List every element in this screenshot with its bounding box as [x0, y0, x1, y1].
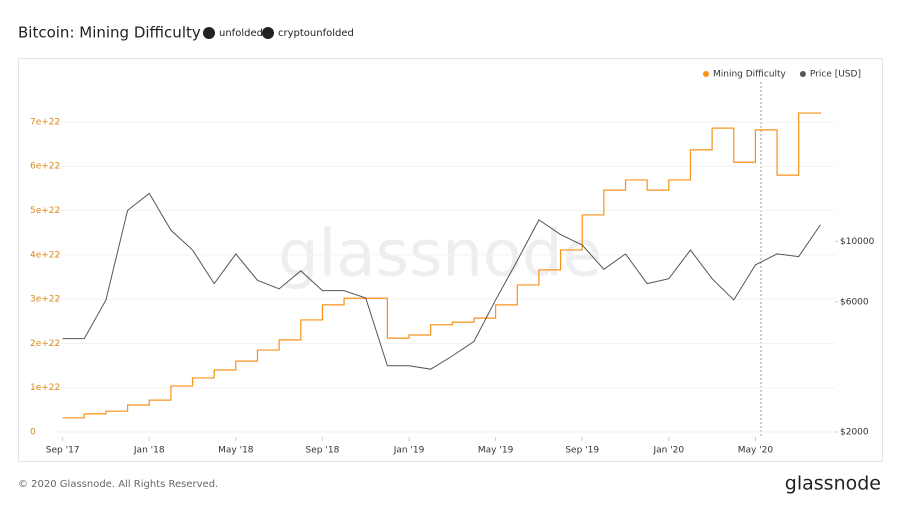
y-tick-label: 7e+22	[30, 117, 60, 127]
social: cryptounfolded	[278, 28, 354, 39]
series-line	[62, 192, 821, 370]
legend-dot	[799, 71, 806, 77]
y-tick-label: 4e+22	[30, 250, 60, 260]
title: Bitcoin: Mining Difficulty	[18, 24, 201, 42]
legend-dot	[703, 71, 709, 77]
y-tick-label: 1e+22	[30, 383, 60, 393]
y-tick-label: 6e+22	[30, 162, 60, 172]
x-tick-label: May '20	[738, 446, 774, 456]
x-tick-label: May '18	[218, 446, 254, 456]
x-tick-label: Jan '18	[133, 446, 165, 456]
legend-label: Mining Difficulty	[713, 70, 787, 80]
x-tick-label: Jan '19	[393, 446, 425, 456]
x-tick-label: May '19	[478, 446, 514, 456]
x-tick-label: Sep '18	[306, 446, 340, 456]
y2-tick-label: $10000	[840, 237, 875, 247]
x-tick-label: Sep '19	[565, 446, 599, 456]
legend-label: Price [USD]	[810, 70, 861, 80]
series-line	[62, 112, 821, 419]
social: unfolded	[219, 28, 263, 39]
telegram-icon	[203, 27, 215, 39]
y2-tick-label: $2000	[840, 428, 869, 438]
frame	[18, 58, 883, 462]
x-tick-label: Jan '20	[652, 446, 684, 456]
y-tick-label: 2e+22	[30, 339, 60, 349]
twitter-icon	[262, 27, 274, 39]
y-tick-label: 5e+22	[30, 206, 60, 216]
copyright: © 2020 Glassnode. All Rights Reserved.	[18, 479, 218, 490]
x-tick-label: Sep '17	[46, 446, 80, 456]
brand: glassnode	[785, 473, 881, 495]
y2-tick-label: $6000	[840, 297, 869, 307]
y-tick-label: 3e+22	[30, 295, 60, 305]
y-tick-label: 0	[30, 428, 36, 438]
